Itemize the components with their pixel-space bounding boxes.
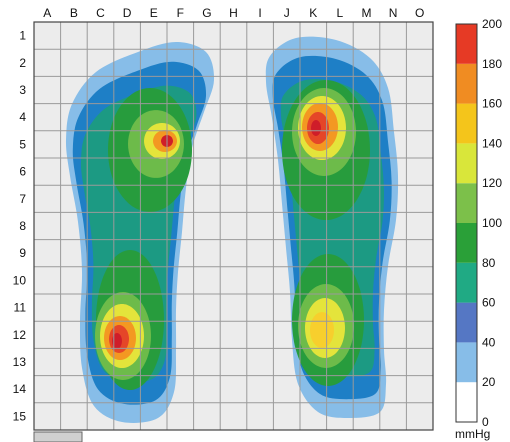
colorbar-band-40-60 (456, 302, 477, 343)
row-label-7: 7 (19, 192, 26, 206)
colorbar-tick-label-200: 200 (482, 17, 502, 31)
column-label-b: B (70, 6, 78, 20)
colorbar-tick-label-100: 100 (482, 216, 502, 230)
row-label-4: 4 (19, 110, 26, 124)
colorbar-legend: 0 20 40 60 80 100 120 140 160 180 200 (455, 17, 502, 429)
unit-label: mmHg (455, 427, 490, 441)
column-label-e: E (150, 6, 158, 20)
left-heel-200 (112, 333, 122, 349)
colorbar-border (455, 23, 478, 423)
colorbar-tick-label-0: 0 (482, 415, 489, 429)
colorbar-band-60-80 (456, 262, 477, 303)
row-label-11: 11 (14, 301, 27, 315)
column-label-i: I (258, 6, 261, 20)
row-label-13: 13 (13, 355, 27, 369)
colorbar-band-20-40 (456, 342, 477, 383)
row-label-8: 8 (19, 219, 26, 233)
colorbar-band-160-180 (456, 63, 477, 104)
row-label-12: 12 (13, 328, 27, 342)
colorbar-band-140-160 (456, 103, 477, 144)
plot-border (33, 21, 434, 431)
corner-tab (33, 431, 83, 442)
row-label-15: 15 (13, 409, 27, 423)
column-label-g: G (202, 6, 211, 20)
colorbar-band-180-200 (456, 24, 477, 64)
colorbar-tick-label-180: 180 (482, 57, 502, 71)
row-label-9: 9 (19, 246, 26, 260)
column-labels: A B C D E F G H I J K L M N O (43, 6, 424, 20)
column-label-n: N (389, 6, 398, 20)
right-forefoot-200 (311, 120, 321, 136)
colorbar-tick-label-160: 160 (482, 97, 502, 111)
column-label-d: D (123, 6, 132, 20)
row-label-14: 14 (13, 382, 27, 396)
right-foot-contours (265, 36, 399, 418)
plot-frame (33, 21, 434, 431)
colorbar-tick-label-80: 80 (482, 256, 496, 270)
row-label-6: 6 (19, 165, 26, 179)
column-label-c: C (96, 6, 105, 20)
row-label-2: 2 (19, 56, 26, 70)
colorbar-band-0-20 (456, 382, 477, 422)
column-label-k: K (309, 6, 317, 20)
colorbar-tick-label-120: 120 (482, 176, 502, 190)
pressure-contours (65, 36, 399, 423)
column-label-l: L (337, 6, 344, 20)
colorbar-tick-label-60: 60 (482, 296, 496, 310)
column-label-a: A (43, 6, 51, 20)
colorbar-band-100-120 (456, 183, 477, 223)
row-label-5: 5 (19, 137, 26, 151)
colorbar-band-80-100 (456, 223, 477, 263)
column-label-m: M (362, 6, 372, 20)
row-label-3: 3 (19, 83, 26, 97)
colorbar-tick-label-140: 140 (482, 136, 502, 150)
column-label-f: F (177, 6, 184, 20)
grid-lines (34, 22, 433, 430)
column-label-o: O (415, 6, 424, 20)
column-label-j: J (284, 6, 290, 20)
row-label-1: 1 (19, 29, 26, 43)
row-label-10: 10 (13, 273, 27, 287)
column-label-h: H (229, 6, 238, 20)
colorbar-tick-label-20: 20 (482, 375, 496, 389)
colorbar-tick-label-40: 40 (482, 335, 496, 349)
colorbar-band-120-140 (456, 143, 477, 184)
right-heel-140 (310, 312, 334, 348)
